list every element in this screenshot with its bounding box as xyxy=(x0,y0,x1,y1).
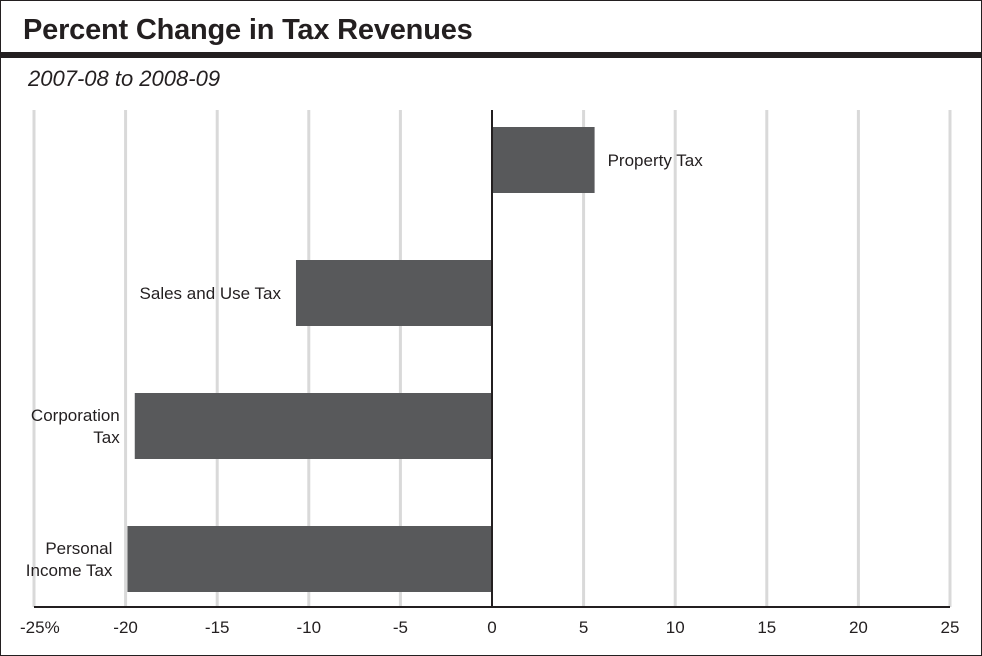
x-tick-label: 5 xyxy=(579,618,588,637)
category-label-line: Tax xyxy=(93,428,120,447)
x-tick-label: -10 xyxy=(297,618,322,637)
axes xyxy=(34,110,950,608)
category-label-line: Corporation xyxy=(31,406,120,425)
category-label: Sales and Use Tax xyxy=(140,284,282,303)
grid-lines xyxy=(32,110,952,607)
x-tick-label: 15 xyxy=(757,618,776,637)
title-rule xyxy=(1,52,981,58)
category-label: Property Tax xyxy=(608,151,704,170)
x-tick-label: -15 xyxy=(205,618,230,637)
bar-property-tax xyxy=(492,127,595,193)
category-label-line: Personal xyxy=(45,539,112,558)
bar-corporation-tax xyxy=(134,393,492,459)
chart-title: Percent Change in Tax Revenues xyxy=(23,14,473,46)
bar-personal-income-tax xyxy=(127,526,492,592)
x-tick-label: 10 xyxy=(666,618,685,637)
category-label-line: Property Tax xyxy=(608,151,704,170)
bar-sales-and-use-tax xyxy=(295,260,492,326)
x-tick-label: 20 xyxy=(849,618,868,637)
x-tick-label: 25 xyxy=(941,618,960,637)
x-tick-label: -20 xyxy=(113,618,138,637)
x-tick-label: 0 xyxy=(487,618,496,637)
category-label-line: Sales and Use Tax xyxy=(140,284,282,303)
category-labels: Property Tax Sales and Use Tax Corporation… xyxy=(26,151,703,580)
x-tick-label: -25% xyxy=(20,618,60,637)
x-tick-labels: -25% -20 -15 -10 -5 0 5 10 15 20 25 xyxy=(20,618,959,637)
category-label-line: Income Tax xyxy=(26,561,113,580)
category-label: Corporation Tax xyxy=(31,406,120,447)
bars xyxy=(127,127,595,592)
x-tick-label: -5 xyxy=(393,618,408,637)
chart-subtitle: 2007-08 to 2008-09 xyxy=(28,66,221,91)
category-label: Personal Income Tax xyxy=(26,539,113,580)
